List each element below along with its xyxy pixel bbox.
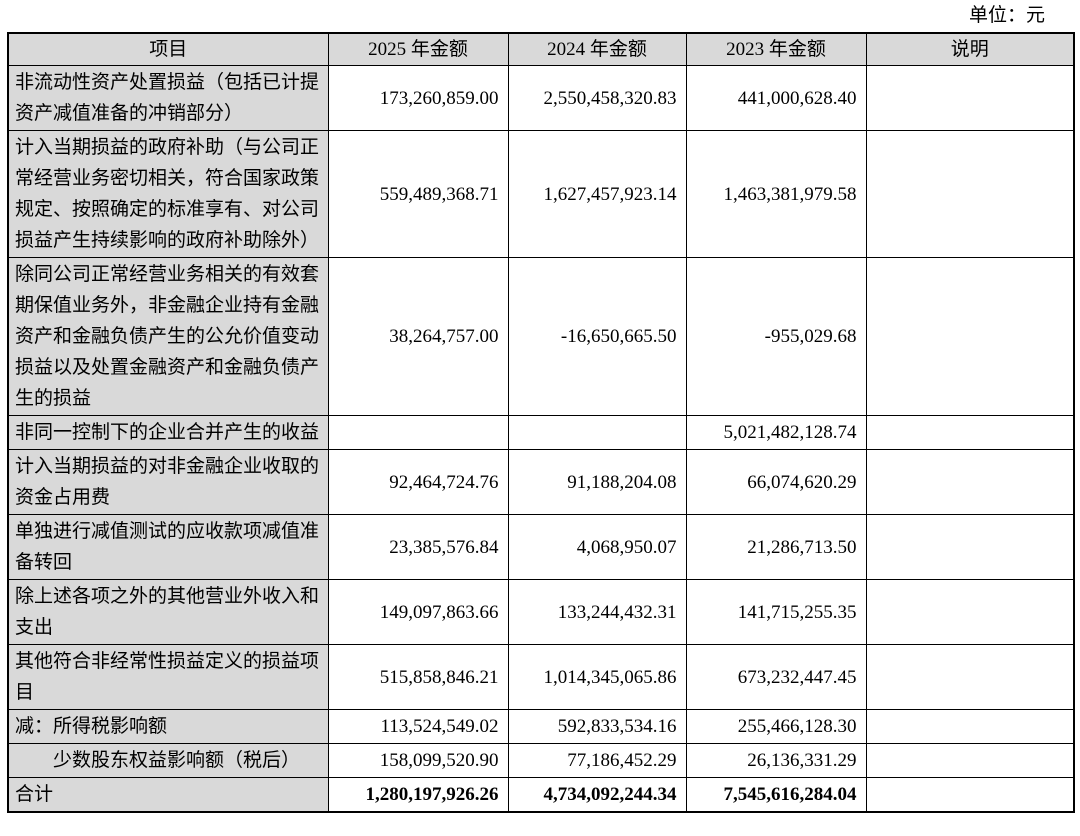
amount-2023-cell: 673,232,447.45 [685, 644, 867, 710]
amount-2023-cell: 7,545,616,284.04 [685, 777, 867, 813]
amount-2023-cell: 441,000,628.40 [685, 65, 867, 131]
note-cell [865, 415, 1075, 450]
item-cell: 合计 [7, 777, 329, 813]
amount-2024-cell: 77,186,452.29 [507, 743, 687, 778]
table-row: 非流动性资产处置损益（包括已计提资产减值准备的冲销部分） 173,260,859… [7, 65, 1075, 131]
amount-2024-cell: 4,068,950.07 [507, 514, 687, 580]
non-recurring-items-table: 项目 2025 年金额 2024 年金额 2023 年金额 说明 非流动性资产处… [7, 32, 1075, 813]
column-header-2024: 2024 年金额 [507, 32, 687, 66]
note-cell [865, 709, 1075, 744]
amount-2024-cell: 1,014,345,065.86 [507, 644, 687, 710]
amount-2023-cell: 1,463,381,979.58 [685, 130, 867, 258]
note-cell [865, 644, 1075, 710]
table-row: 非同一控制下的企业合并产生的收益 5,021,482,128.74 [7, 415, 1075, 450]
amount-2025-cell [327, 415, 509, 450]
amount-2025-cell: 1,280,197,926.26 [327, 777, 509, 813]
item-cell: 除同公司正常经营业务相关的有效套期保值业务外，非金融企业持有金融资产和金融负债产… [7, 257, 329, 416]
table-row: 计入当期损益的政府补助（与公司正常经营业务密切相关，符合国家政策规定、按照确定的… [7, 130, 1075, 258]
unit-label: 单位：元 [968, 5, 1045, 26]
amount-2023-cell: 255,466,128.30 [685, 709, 867, 744]
column-header-item: 项目 [7, 32, 329, 66]
table-row: 减：所得税影响额 113,524,549.02 592,833,534.16 2… [7, 709, 1075, 744]
amount-2025-cell: 158,099,520.90 [327, 743, 509, 778]
amount-2023-cell: 141,715,255.35 [685, 579, 867, 645]
item-cell: 计入当期损益的对非金融企业收取的资金占用费 [7, 449, 329, 515]
table-row: 单独进行减值测试的应收款项减值准备转回 23,385,576.84 4,068,… [7, 514, 1075, 580]
amount-2025-cell: 92,464,724.76 [327, 449, 509, 515]
item-cell: 计入当期损益的政府补助（与公司正常经营业务密切相关，符合国家政策规定、按照确定的… [7, 130, 329, 258]
item-cell: 非同一控制下的企业合并产生的收益 [7, 415, 329, 450]
item-cell: 单独进行减值测试的应收款项减值准备转回 [7, 514, 329, 580]
amount-2025-cell: 38,264,757.00 [327, 257, 509, 416]
amount-2023-cell: 21,286,713.50 [685, 514, 867, 580]
amount-2025-cell: 23,385,576.84 [327, 514, 509, 580]
note-cell [865, 514, 1075, 580]
total-row: 合计 1,280,197,926.26 4,734,092,244.34 7,5… [7, 777, 1075, 813]
note-cell [865, 257, 1075, 416]
amount-2024-cell: 133,244,432.31 [507, 579, 687, 645]
amount-2023-cell: -955,029.68 [685, 257, 867, 416]
column-header-2025: 2025 年金额 [327, 32, 509, 66]
amount-2025-cell: 173,260,859.00 [327, 65, 509, 131]
amount-2023-cell: 26,136,331.29 [685, 743, 867, 778]
note-cell [865, 449, 1075, 515]
amount-2025-cell: 559,489,368.71 [327, 130, 509, 258]
item-cell: 除上述各项之外的其他营业外收入和支出 [7, 579, 329, 645]
amount-2024-cell: 592,833,534.16 [507, 709, 687, 744]
amount-2024-cell: -16,650,665.50 [507, 257, 687, 416]
column-header-2023: 2023 年金额 [685, 32, 867, 66]
item-cell: 其他符合非经常性损益定义的损益项目 [7, 644, 329, 710]
amount-2024-cell: 91,188,204.08 [507, 449, 687, 515]
amount-2025-cell: 149,097,863.66 [327, 579, 509, 645]
amount-2025-cell: 515,858,846.21 [327, 644, 509, 710]
amount-2025-cell: 113,524,549.02 [327, 709, 509, 744]
item-cell: 减：所得税影响额 [7, 709, 329, 744]
amount-2024-cell: 4,734,092,244.34 [507, 777, 687, 813]
note-cell [865, 777, 1075, 813]
column-header-note: 说明 [865, 32, 1075, 66]
amount-2023-cell: 66,074,620.29 [685, 449, 867, 515]
note-cell [865, 65, 1075, 131]
amount-2023-cell: 5,021,482,128.74 [685, 415, 867, 450]
table-row: 少数股东权益影响额（税后） 158,099,520.90 77,186,452.… [7, 743, 1075, 778]
amount-2024-cell: 1,627,457,923.14 [507, 130, 687, 258]
header-row: 项目 2025 年金额 2024 年金额 2023 年金额 说明 [7, 32, 1075, 66]
note-cell [865, 130, 1075, 258]
item-cell: 非流动性资产处置损益（包括已计提资产减值准备的冲销部分） [7, 65, 329, 131]
item-cell: 少数股东权益影响额（税后） [7, 743, 329, 778]
table-row: 除上述各项之外的其他营业外收入和支出 149,097,863.66 133,24… [7, 579, 1075, 645]
table-row: 计入当期损益的对非金融企业收取的资金占用费 92,464,724.76 91,1… [7, 449, 1075, 515]
note-cell [865, 579, 1075, 645]
amount-2024-cell: 2,550,458,320.83 [507, 65, 687, 131]
note-cell [865, 743, 1075, 778]
amount-2024-cell [507, 415, 687, 450]
table-row: 除同公司正常经营业务相关的有效套期保值业务外，非金融企业持有金融资产和金融负债产… [7, 257, 1075, 416]
document-page: 单位：元 项目 2025 年金额 2024 年金额 2023 年金额 说明 非流… [7, 5, 1075, 813]
table-row: 其他符合非经常性损益定义的损益项目 515,858,846.21 1,014,3… [7, 644, 1075, 710]
